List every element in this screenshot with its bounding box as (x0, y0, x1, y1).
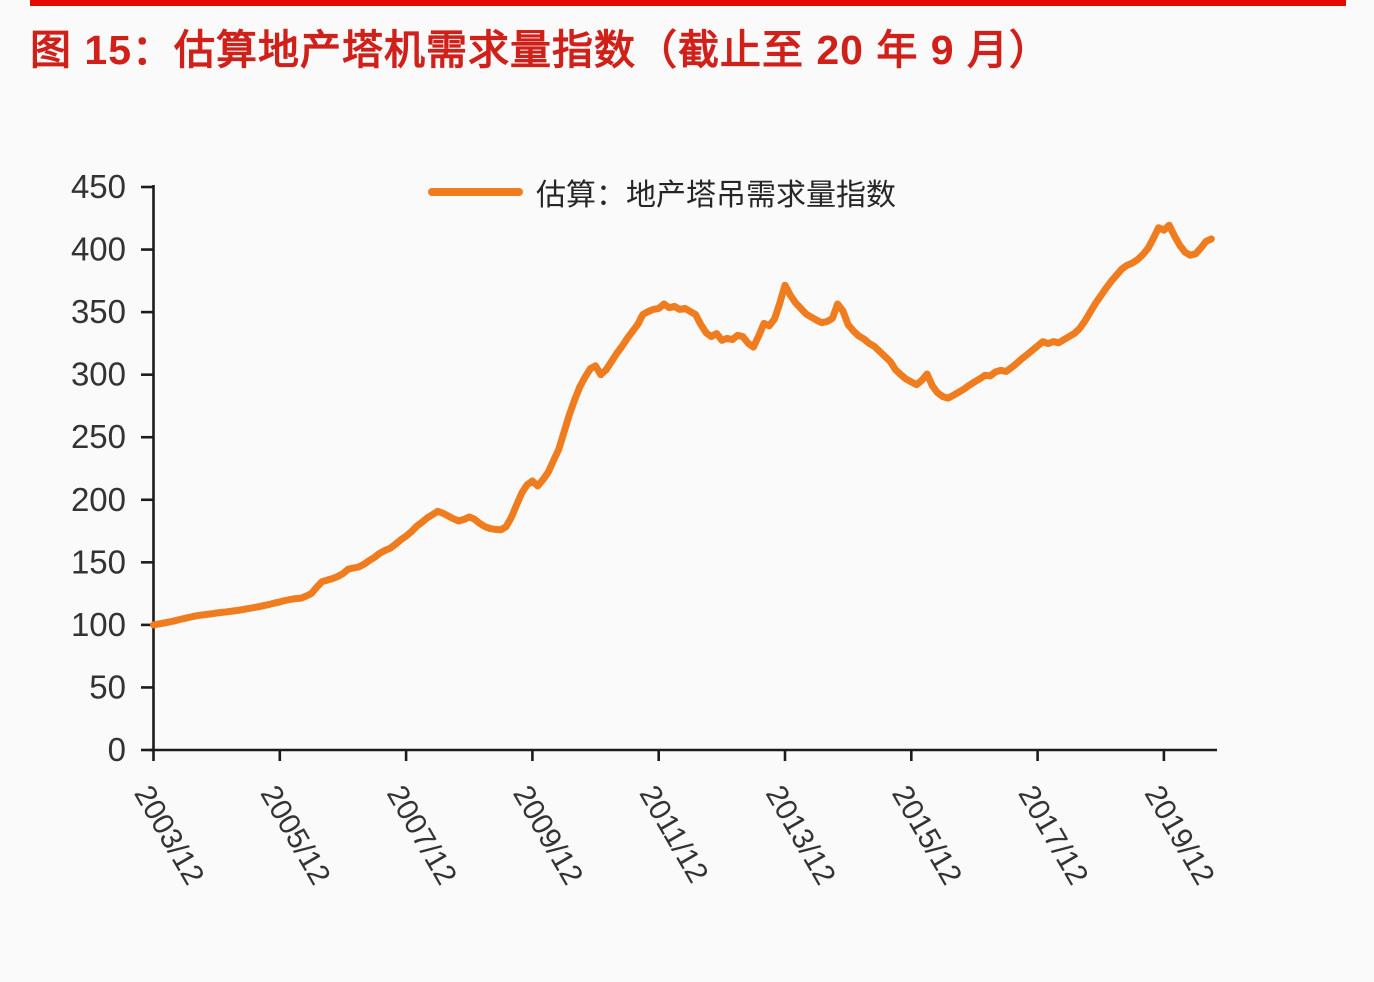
x-tick-label: 2009/12 (506, 780, 589, 890)
x-tick-label: 2005/12 (254, 780, 337, 890)
y-tick-label: 150 (71, 543, 126, 580)
chart-legend: 估算：地产塔吊需求量指数 (428, 172, 896, 212)
legend-line-swatch (428, 188, 523, 196)
x-tick-label: 2007/12 (380, 780, 463, 890)
y-tick-label: 250 (71, 418, 126, 455)
y-tick-label: 300 (71, 356, 126, 393)
y-tick-label: 400 (71, 231, 126, 268)
y-tick-label: 100 (71, 606, 126, 643)
top-accent-bar (30, 0, 1346, 6)
y-tick-label: 350 (71, 293, 126, 330)
x-tick-label: 2011/12 (633, 780, 715, 888)
legend-label: 估算：地产塔吊需求量指数 (536, 179, 896, 212)
y-tick-label: 0 (108, 731, 126, 768)
x-tick-label: 2017/12 (1012, 780, 1095, 890)
y-tick-label: 200 (71, 481, 126, 518)
x-tick-label: 2019/12 (1138, 780, 1221, 890)
x-tick-label: 2015/12 (885, 780, 968, 890)
x-tick-label: 2013/12 (759, 780, 842, 890)
series-line (150, 221, 1215, 629)
x-tick-label: 2003/12 (127, 780, 210, 890)
y-tick-label: 50 (89, 668, 126, 705)
y-tick-label: 450 (71, 168, 126, 205)
figure-title: 图 15：估算地产塔机需求量指数（截止至 20 年 9 月） (30, 27, 1051, 73)
